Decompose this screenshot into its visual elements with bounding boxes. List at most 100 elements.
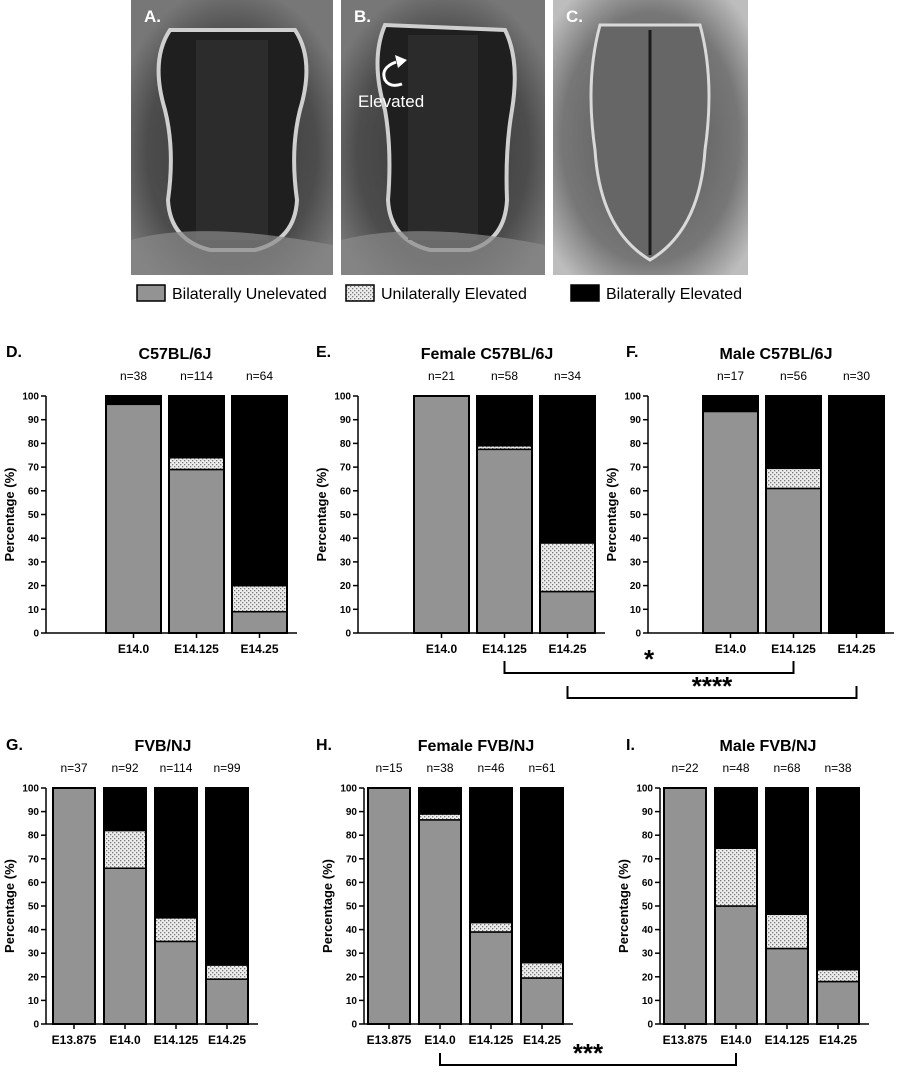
y-tick-label: 30 [28,949,40,960]
x-tick-label: E14.25 [523,1033,561,1047]
significance-label: *** [573,1038,604,1068]
y-tick-label: 10 [28,996,40,1007]
chart-title: Male C57BL/6J [720,346,833,363]
y-tick-label: 70 [346,854,358,865]
y-tick-label: 40 [346,925,358,936]
x-tick-label: E14.0 [426,642,458,656]
x-tick-label: E14.25 [208,1033,246,1047]
y-tick-label: 60 [346,878,358,889]
y-tick-label: 60 [340,486,352,497]
sample-size-label: n=22 [671,761,698,775]
x-tick-label: E14.125 [771,642,816,656]
bar-segment [418,819,462,1025]
y-tick-label: 0 [345,629,351,640]
micrograph-b-label: B. [354,7,371,26]
y-tick-label: 40 [340,534,352,545]
bar-segment [231,610,288,634]
y-axis-label: Percentage (%) [320,859,335,953]
significance-brackets: ******** [439,644,858,1068]
chart-0: C57BL/6J D. Percentage (%) 0 10 20 30 40 50 60 70 8… [2,344,297,656]
y-tick-label: 0 [33,1020,39,1031]
chart-panel-letter: I. [626,737,635,754]
bar-segment [103,829,147,869]
y-tick-label: 0 [351,1020,357,1031]
sample-size-label: n=114 [160,761,193,775]
sample-size-label: n=56 [780,369,807,383]
y-tick-label: 10 [346,996,358,1007]
y-axis-label: Percentage (%) [2,468,17,562]
bar-segment [765,787,809,916]
bar-segment [168,468,225,634]
legend-label-elevated: Bilaterally Elevated [606,286,742,303]
chart-title: Male FVB/NJ [720,738,817,755]
bar-segment [103,867,147,1025]
y-tick-label: 90 [28,807,40,818]
arrow-head-icon [395,55,407,68]
bar-segment [520,961,564,979]
y-tick-label: 100 [636,784,653,795]
x-tick-label: E14.25 [837,642,875,656]
bar-segment [714,905,758,1025]
bar-segment [476,448,533,634]
sample-size-label: n=38 [824,761,851,775]
legend-swatch-elevated [570,284,600,302]
y-tick-label: 80 [346,831,358,842]
bar-segment [413,395,470,634]
sample-size-label: n=38 [120,369,147,383]
legend-label-unelevated: Bilaterally Unelevated [172,286,327,303]
bar-segment [105,395,162,406]
sample-size-label: n=61 [528,761,555,775]
bar-segment [539,395,596,544]
y-tick-label: 50 [642,902,654,913]
y-tick-label: 60 [630,486,642,497]
y-tick-label: 10 [28,605,40,616]
y-tick-label: 30 [28,557,40,568]
sample-size-label: n=34 [554,369,581,383]
x-tick-label: E13.875 [663,1033,708,1047]
y-tick-label: 40 [630,534,642,545]
sample-size-label: n=46 [477,761,504,775]
legend-swatch-unilateral [345,284,375,302]
y-tick-label: 90 [642,807,654,818]
bar-segment [520,977,564,1025]
bar-segment [168,395,225,459]
y-tick-label: 30 [340,557,352,568]
y-tick-label: 10 [630,605,642,616]
bar-segment [816,787,860,971]
x-tick-label: E13.875 [367,1033,412,1047]
bar-segment [469,787,513,924]
bar-segment [816,968,860,983]
sample-size-label: n=21 [428,369,455,383]
significance-bracket: *** [439,1038,737,1068]
significance-bracket: **** [566,671,858,701]
x-tick-label: E14.0 [715,642,747,656]
legend-label-unilateral: Unilaterally Elevated [381,286,527,303]
micrograph-a-label: A. [144,7,161,26]
bar-segment [418,813,462,821]
x-tick-label: E14.25 [240,642,278,656]
chart-panel-letter: H. [316,737,332,754]
bar-segment [816,980,860,1025]
bar-segment [765,947,809,1025]
y-axis-label: Percentage (%) [616,859,631,953]
y-tick-label: 80 [642,831,654,842]
bar-segment [765,487,822,634]
y-tick-label: 30 [346,949,358,960]
bar-segment [154,917,198,943]
chart-title: Female FVB/NJ [418,738,534,755]
bar-segment [765,467,822,490]
curved-arrow-icon [382,60,403,87]
y-tick-label: 50 [28,510,40,521]
significance-label: * [644,644,655,674]
bar-segment [469,931,513,1025]
chart-title: FVB/NJ [135,738,192,755]
micrograph-b-annotation: Elevated [358,92,424,111]
y-tick-label: 0 [33,629,39,640]
y-tick-label: 90 [28,415,40,426]
x-tick-label: E14.0 [109,1033,141,1047]
significance-label: **** [692,671,733,701]
bar-segment [103,787,147,832]
y-tick-label: 30 [642,949,654,960]
y-axis-label: Percentage (%) [2,859,17,953]
chart-4: Female FVB/NJ H. Percentage (%) 0 10 20 30 40 50… [316,737,573,1047]
